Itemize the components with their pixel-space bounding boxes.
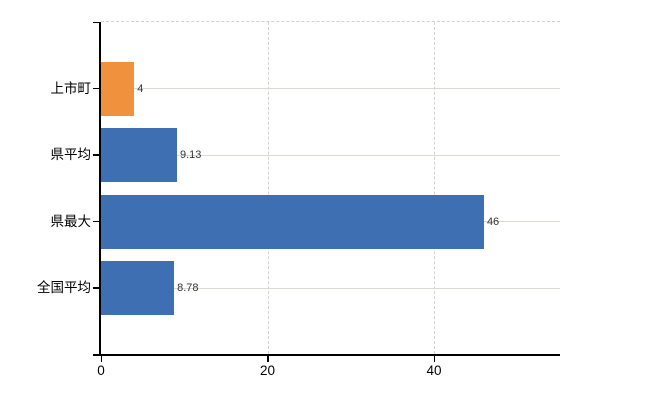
x-tick-label: 20 — [259, 363, 276, 378]
category-label: 全国平均 — [37, 280, 91, 295]
y-axis-line — [99, 22, 101, 355]
x-tick-mark — [433, 355, 435, 362]
y-tick-mark — [93, 287, 100, 289]
bar-value-label: 4 — [137, 82, 144, 95]
bar-value-label: 46 — [486, 215, 500, 228]
x-gridline — [434, 22, 435, 354]
chart-bar — [101, 194, 484, 249]
x-tick-label: 40 — [426, 363, 442, 378]
y-tick-mark — [93, 220, 100, 223]
category-gridline — [101, 287, 560, 289]
y-axis-top-cap — [93, 21, 101, 23]
category-gridline — [101, 88, 560, 89]
x-gridline — [267, 22, 269, 354]
chart-bar — [101, 61, 135, 116]
plot-top-dashed-border — [101, 21, 560, 22]
chart-bar — [101, 261, 175, 315]
chart-bar — [101, 128, 177, 182]
y-tick-mark — [93, 87, 100, 90]
bar-value-label: 8.78 — [177, 282, 199, 294]
category-label: 上市町 — [50, 80, 92, 96]
y-tick-mark — [93, 154, 100, 156]
category-label: 県最大 — [50, 213, 92, 229]
x-tick-label: 0 — [97, 363, 105, 378]
category-gridline — [101, 154, 560, 156]
category-label: 県平均 — [50, 147, 92, 162]
x-axis-line — [93, 354, 560, 356]
bar-value-label: 9.13 — [180, 149, 202, 161]
x-tick-mark — [267, 355, 269, 362]
x-tick-mark — [100, 355, 102, 362]
